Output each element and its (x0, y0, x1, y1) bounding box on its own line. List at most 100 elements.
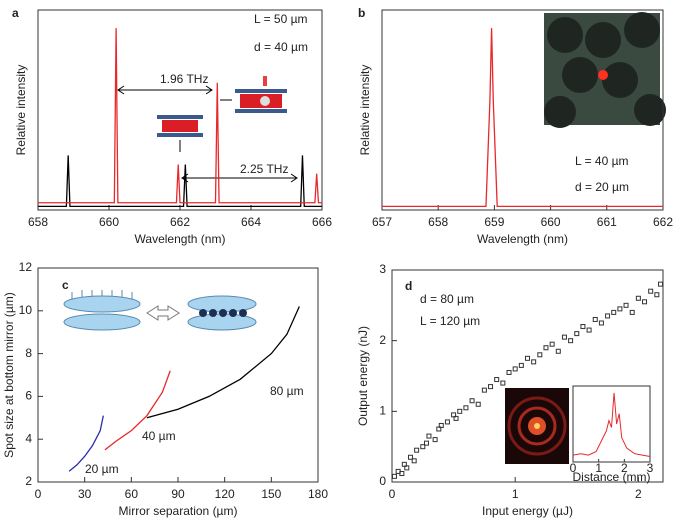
series-line (38, 155, 322, 208)
data-point (648, 288, 654, 294)
inset-x-tick-label: 1 (595, 461, 602, 475)
data-point (518, 362, 524, 368)
annotation: 20 µm (85, 462, 119, 476)
x-tick-label: 662 (170, 215, 190, 229)
annotation: 1.96 THz (160, 72, 208, 86)
x-tick-label: 660 (99, 215, 119, 229)
data-point (423, 440, 429, 446)
data-point (543, 345, 549, 351)
x-tick-label: 180 (308, 487, 328, 501)
data-point (500, 380, 506, 386)
data-point (549, 341, 555, 347)
data-point (426, 433, 432, 439)
cavity-icon (157, 76, 287, 137)
annotation: 80 µm (270, 384, 304, 398)
data-point (414, 447, 420, 453)
data-point (592, 316, 598, 322)
annotation: d = 40 µm (254, 40, 308, 54)
data-point (617, 306, 623, 312)
annotation: 40 µm (142, 429, 176, 443)
data-point (494, 377, 500, 383)
data-point (432, 437, 438, 443)
data-point (407, 454, 413, 460)
x-tick-label: 120 (215, 487, 235, 501)
y-tick-label: 8 (25, 346, 32, 360)
data-point (453, 415, 459, 421)
x-tick-label: 0 (389, 487, 396, 501)
data-point (404, 465, 410, 471)
data-point (475, 401, 481, 407)
x-tick-label: 657 (372, 215, 392, 229)
data-point (635, 295, 641, 301)
x-tick-label: 661 (597, 215, 617, 229)
y-tick-label: 12 (19, 260, 33, 274)
y-tick-label: 3 (379, 262, 386, 276)
data-point (488, 384, 494, 390)
annotation: L = 50 µm (254, 12, 308, 26)
data-point (568, 338, 574, 344)
y-tick-label: 1 (379, 404, 386, 418)
panel-label: d (405, 279, 412, 293)
data-point (580, 324, 586, 330)
x-tick-label: 0 (35, 487, 42, 501)
series-line (38, 28, 322, 204)
annotation: d = 80 µm (420, 292, 474, 306)
y-tick-label: 2 (379, 333, 386, 347)
y-axis-label: Relative intensity (358, 65, 372, 156)
data-point (555, 348, 561, 354)
x-tick-label: 666 (312, 215, 332, 229)
series-line (146, 306, 300, 419)
data-point (574, 331, 580, 337)
inset-x-tick-label: 0 (570, 461, 577, 475)
y-tick-label: 0 (379, 474, 386, 488)
data-point (629, 309, 635, 315)
x-tick-label: 664 (241, 215, 261, 229)
data-point (537, 352, 543, 358)
y-axis-label: Spot size at bottom mirror (µm) (2, 292, 16, 458)
series-line (104, 370, 171, 451)
data-point (391, 473, 397, 479)
x-tick-label: 659 (484, 215, 504, 229)
data-point (525, 355, 530, 361)
x-tick-label: 658 (28, 215, 48, 229)
annotation: L = 120 µm (420, 314, 480, 328)
data-point (611, 309, 617, 315)
panel-label: a (12, 6, 19, 20)
data-point (561, 334, 567, 340)
annotation: 2.25 THz (240, 162, 288, 176)
x-axis-label: Wavelength (nm) (477, 232, 568, 246)
y-axis-label: Relative intensity (14, 65, 28, 156)
data-point (399, 471, 405, 477)
y-tick-label: 6 (25, 389, 32, 403)
data-point (438, 422, 444, 428)
disk-icons (63, 290, 257, 331)
x-tick-label: 2 (635, 487, 642, 501)
annotation: L = 40 µm (575, 154, 629, 168)
inset-x-tick-label: 2 (621, 461, 628, 475)
data-point (531, 359, 537, 365)
data-point (605, 313, 611, 319)
panel-label: c (62, 278, 69, 292)
x-tick-label: 90 (171, 487, 185, 501)
data-point (481, 387, 487, 393)
data-point (506, 369, 512, 375)
x-tick-label: 1 (512, 487, 519, 501)
y-tick-label: 10 (19, 303, 33, 317)
inset-line (572, 392, 651, 457)
data-point (512, 366, 518, 372)
x-tick-label: 60 (125, 487, 139, 501)
series-line (68, 415, 104, 472)
data-point (623, 302, 629, 308)
y-tick-label: 2 (25, 474, 32, 488)
data-point (654, 292, 660, 298)
plot-frame (381, 9, 664, 211)
inset-photo (544, 12, 666, 128)
x-axis-label: Mirror separation (µm) (119, 504, 238, 518)
data-point (642, 299, 648, 305)
data-point (598, 320, 604, 326)
inset-x-label: Distance (mm) (572, 470, 650, 484)
data-point (444, 419, 450, 425)
series-line (382, 28, 663, 208)
x-axis-label: Wavelength (nm) (135, 232, 226, 246)
